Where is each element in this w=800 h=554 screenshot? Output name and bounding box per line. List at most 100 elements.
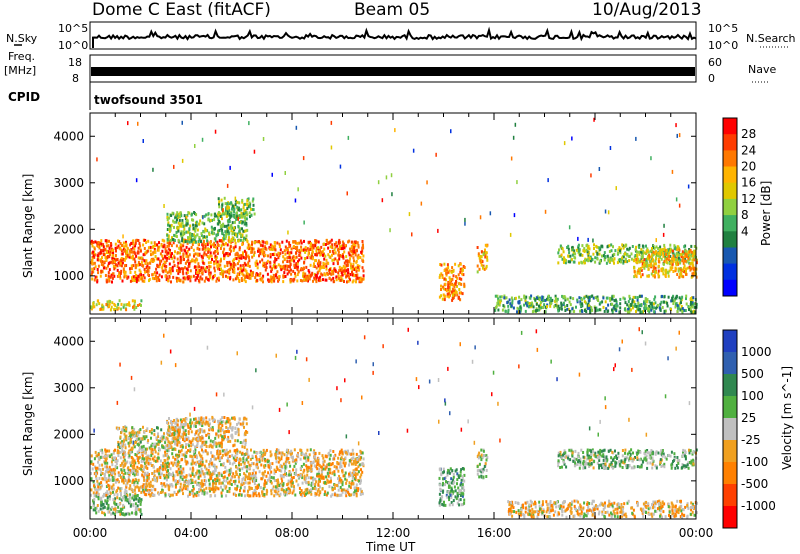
scatter-cell [317, 488, 320, 492]
noise-right-hi: 10^5 [708, 22, 738, 35]
scatter-cell [237, 208, 240, 212]
scatter-cell [258, 458, 261, 462]
scatter-cell [658, 274, 661, 278]
scatter-cell [158, 279, 161, 282]
scatter-cell [215, 474, 218, 478]
scatter-cell [593, 247, 595, 250]
scatter-cell [333, 258, 335, 262]
scatter-cell [330, 145, 333, 150]
scatter-cell [665, 271, 667, 275]
scatter-cell [118, 273, 120, 277]
scatter-cell [673, 253, 676, 257]
scatter-cell [325, 239, 328, 243]
scatter-cell [660, 300, 663, 304]
scatter-cell [226, 243, 229, 247]
scatter-cell [236, 251, 239, 255]
scatter-cell [228, 226, 230, 230]
scatter-cell [326, 241, 329, 245]
scatter-cell [251, 255, 254, 259]
scatter-cell [245, 213, 248, 217]
scatter-cell [269, 279, 271, 283]
scatter-cell [342, 256, 345, 260]
scatter-cell [228, 213, 231, 216]
scatter-cell [248, 259, 251, 263]
scatter-cell [338, 265, 341, 269]
scatter-cell [209, 274, 212, 278]
scatter-cell [178, 246, 181, 250]
scatter-cell [636, 305, 639, 308]
scatter-cell [567, 307, 570, 311]
scatter-cell [460, 282, 463, 286]
scatter-cell [640, 294, 643, 298]
scatter-cell [157, 257, 160, 261]
scatter-cell [682, 266, 685, 270]
scatter-cell [226, 275, 229, 279]
scatter-cell [239, 238, 242, 242]
scatter-cell [636, 298, 639, 302]
scatter-cell [198, 265, 201, 269]
scatter-cell [181, 474, 184, 478]
scatter-cell [595, 306, 598, 310]
scatter-cell [381, 198, 384, 203]
scatter-cell [311, 482, 314, 486]
scatter-cell [93, 250, 96, 254]
scatter-cell [485, 264, 488, 268]
scatter-cell [224, 465, 227, 469]
scatter-cell [286, 256, 289, 260]
scatter-cell [628, 310, 631, 314]
scatter-cell [226, 264, 229, 267]
scatter-cell [96, 280, 99, 284]
scatter-cell [299, 448, 302, 452]
scatter-cell [192, 223, 195, 227]
scatter-cell [596, 308, 599, 312]
scatter-cell [120, 269, 123, 273]
scatter-cell [687, 184, 690, 189]
scatter-cell [635, 257, 638, 261]
scatter-cell [131, 250, 134, 254]
scatter-cell [131, 278, 134, 282]
scatter-cell [116, 466, 119, 470]
scatter-cell [267, 459, 270, 463]
scatter-cell [166, 233, 169, 237]
scatter-cell [362, 269, 365, 273]
scatter-cell [166, 237, 169, 241]
scatter-cell [168, 275, 171, 278]
scatter-cell [585, 310, 588, 313]
scatter-cell [203, 235, 206, 239]
scatter-cell [111, 456, 114, 460]
scatter-cell [153, 471, 155, 475]
scatter-cell [164, 274, 167, 278]
scatter-cell [123, 272, 126, 276]
scatter-cell [189, 448, 192, 452]
scatter-cell [356, 489, 359, 493]
scatter-cell [232, 492, 235, 496]
scatter-cell [150, 450, 153, 454]
scatter-cell [246, 465, 249, 469]
scatter-cell [583, 261, 586, 265]
scatter-cell [587, 244, 590, 248]
scatter-cell [111, 254, 114, 258]
scatter-cell [351, 273, 354, 277]
scatter-cell [190, 454, 193, 458]
scatter-cell [106, 251, 108, 254]
scatter-cell [332, 251, 335, 255]
scatter-cell [350, 254, 353, 258]
scatter-cell [481, 260, 484, 264]
scatter-cell [644, 261, 647, 265]
scatter-cell [91, 270, 94, 274]
scatter-cell [106, 255, 109, 258]
scatter-cell [303, 456, 305, 460]
scatter-cell [142, 264, 144, 268]
scatter-cell [603, 258, 606, 262]
scatter-cell [204, 449, 207, 453]
scatter-cell [165, 470, 168, 474]
scatter-cell [281, 451, 284, 455]
scatter-cell [653, 262, 656, 266]
scatter-cell [359, 492, 362, 496]
scatter-cell [693, 245, 696, 248]
scatter-cell [576, 300, 579, 304]
scatter-cell [282, 255, 285, 259]
scatter-cell [106, 300, 109, 304]
scatter-cell [102, 245, 105, 249]
scatter-cell [305, 459, 308, 463]
